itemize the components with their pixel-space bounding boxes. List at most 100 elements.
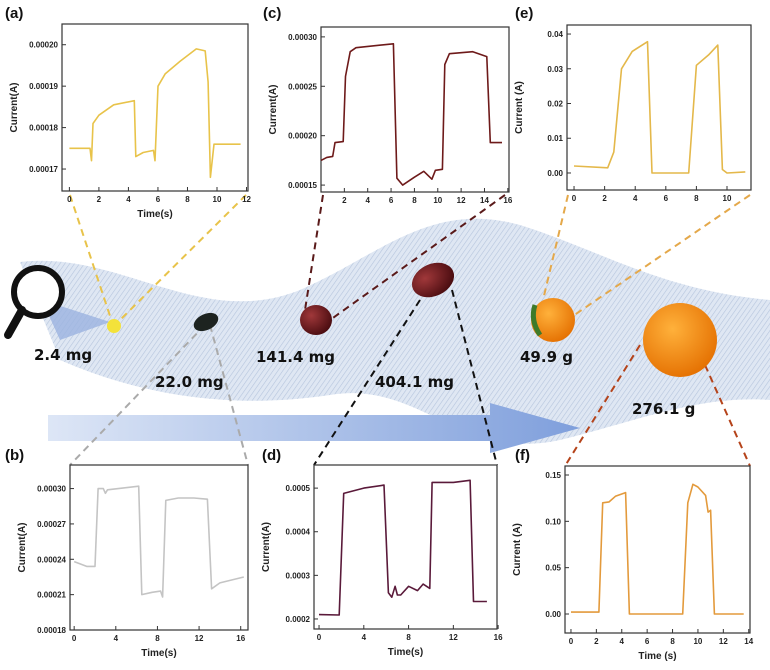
current-series-line	[320, 42, 502, 186]
x-tick-label: 12	[242, 195, 251, 204]
y-tick-label: 0.0005	[286, 484, 311, 493]
y-tick-label: 0.00019	[29, 82, 58, 91]
x-axis-label: Time(s)	[137, 209, 172, 220]
x-tick-label: 12	[719, 637, 728, 646]
y-tick-label: 0.00021	[37, 591, 66, 600]
y-tick-label: 0.00020	[29, 41, 58, 50]
x-tick-label: 2	[602, 194, 607, 203]
x-tick-label: 10	[433, 196, 442, 205]
y-tick-label: 0.03	[547, 65, 563, 74]
y-axis-label: Current(A)	[9, 83, 20, 133]
y-tick-label: 0.00	[545, 610, 561, 619]
date-icon	[411, 262, 455, 298]
panel-label: (a)	[5, 5, 23, 22]
chart-panel-a: (a) 0 2 4 6 8 10 12 0.00017 0.00018 0.00019 0.00020…	[5, 5, 252, 220]
y-tick-label: 0.0004	[286, 528, 311, 537]
current-series-line	[318, 479, 487, 616]
progress-arrow	[48, 403, 580, 453]
x-tick-label: 12	[449, 633, 458, 642]
chart-panel-f: (f) 0 2 4 6 8 10 12 14 0.00 0.05 0.10 0.15 Time (s) Cu…	[512, 447, 754, 662]
y-axis-label: Current (A)	[514, 81, 525, 134]
chart-panel-c: (c) 2 4 6 8 10 12 14 16 0.00015 0.00020 0.00025 0.00…	[263, 5, 513, 205]
connector-lines	[69, 194, 751, 467]
x-tick-label: 8	[155, 634, 160, 643]
x-tick-label: 0	[67, 195, 72, 204]
x-tick-label: 10	[693, 637, 702, 646]
x-tick-label: 10	[213, 195, 222, 204]
x-tick-label: 2	[594, 637, 599, 646]
x-tick-label: 2	[97, 195, 102, 204]
panel-label: (d)	[262, 447, 281, 464]
mass-label-bean: 22.0 mg	[155, 373, 224, 391]
x-tick-label: 14	[480, 196, 489, 205]
y-tick-label: 0.0002	[286, 615, 311, 624]
plot-frame	[566, 24, 752, 191]
y-tick-label: 0.00025	[288, 82, 317, 91]
y-tick-label: 0.0003	[286, 571, 311, 580]
y-tick-label: 0.00027	[37, 520, 66, 529]
y-axis-label: Current(A)	[261, 522, 272, 572]
y-tick-label: 0.00020	[288, 132, 317, 141]
y-tick-label: 0.00017	[29, 165, 58, 174]
mass-label-grape: 141.4 mg	[256, 348, 335, 366]
chart-panel-d: (d) 0 4 8 12 16 0.0002 0.0003 0.0004 0.0005 Time(s…	[261, 447, 503, 658]
x-tick-label: 8	[694, 194, 699, 203]
x-tick-label: 4	[114, 634, 119, 643]
small-orange-icon	[530, 298, 575, 342]
x-axis-label: Time(s)	[141, 648, 176, 659]
plot-frame	[61, 23, 249, 192]
mass-label-seed: 2.4 mg	[34, 346, 92, 364]
x-tick-label: 12	[457, 196, 466, 205]
bean-icon	[193, 312, 219, 332]
y-tick-label: 0.00024	[37, 555, 66, 564]
panel-label: (e)	[515, 5, 533, 22]
current-series-line	[69, 48, 241, 179]
x-tick-label: 0	[572, 194, 577, 203]
grape-icon	[300, 305, 332, 335]
mass-label-orange: 276.1 g	[632, 400, 695, 418]
panel-label: (b)	[5, 447, 24, 464]
x-tick-label: 4	[620, 637, 625, 646]
y-tick-label: 0.00015	[288, 181, 317, 190]
magnifying-glass-icon	[4, 265, 110, 340]
y-tick-label: 0.00030	[288, 33, 317, 42]
x-tick-label: 4	[362, 633, 367, 642]
x-tick-label: 16	[494, 633, 503, 642]
plot-frame	[320, 26, 510, 193]
x-tick-label: 12	[195, 634, 204, 643]
x-tick-label: 6	[389, 196, 394, 205]
y-tick-label: 0.00030	[37, 485, 66, 494]
x-tick-label: 8	[670, 637, 675, 646]
x-tick-label: 10	[723, 194, 732, 203]
x-tick-label: 4	[633, 194, 638, 203]
chart-panel-e: (e) 0 2 4 6 8 10 0.00 0.01 0.02 0.03 0.04 Current (A…	[514, 5, 752, 203]
x-tick-label: 8	[185, 195, 190, 204]
y-tick-label: 0.10	[545, 517, 561, 526]
plot-frame	[313, 464, 498, 630]
current-series-line	[573, 40, 746, 174]
y-tick-label: 0.00018	[37, 626, 66, 635]
seed-icon	[107, 319, 121, 333]
plot-frame	[69, 464, 249, 631]
y-tick-label: 0.04	[547, 30, 563, 39]
orange-icon	[643, 303, 717, 377]
x-axis-label: Time(s)	[388, 647, 423, 658]
y-tick-label: 0.00018	[29, 124, 58, 133]
current-series-line	[73, 485, 244, 598]
current-series-line	[571, 483, 744, 615]
x-axis-label: Time (s)	[638, 651, 676, 662]
y-axis-label: Current(A)	[17, 523, 28, 573]
y-tick-label: 0.01	[547, 134, 563, 143]
panel-label: (c)	[263, 5, 281, 22]
y-tick-label: 0.00	[547, 169, 563, 178]
x-tick-label: 8	[412, 196, 417, 205]
y-tick-label: 0.02	[547, 100, 563, 109]
x-tick-label: 16	[503, 196, 512, 205]
x-tick-label: 6	[645, 637, 650, 646]
y-axis-label: Current(A)	[268, 85, 279, 135]
x-tick-label: 0	[72, 634, 77, 643]
y-tick-label: 0.15	[545, 471, 561, 480]
x-tick-label: 2	[342, 196, 347, 205]
x-tick-label: 14	[744, 637, 753, 646]
